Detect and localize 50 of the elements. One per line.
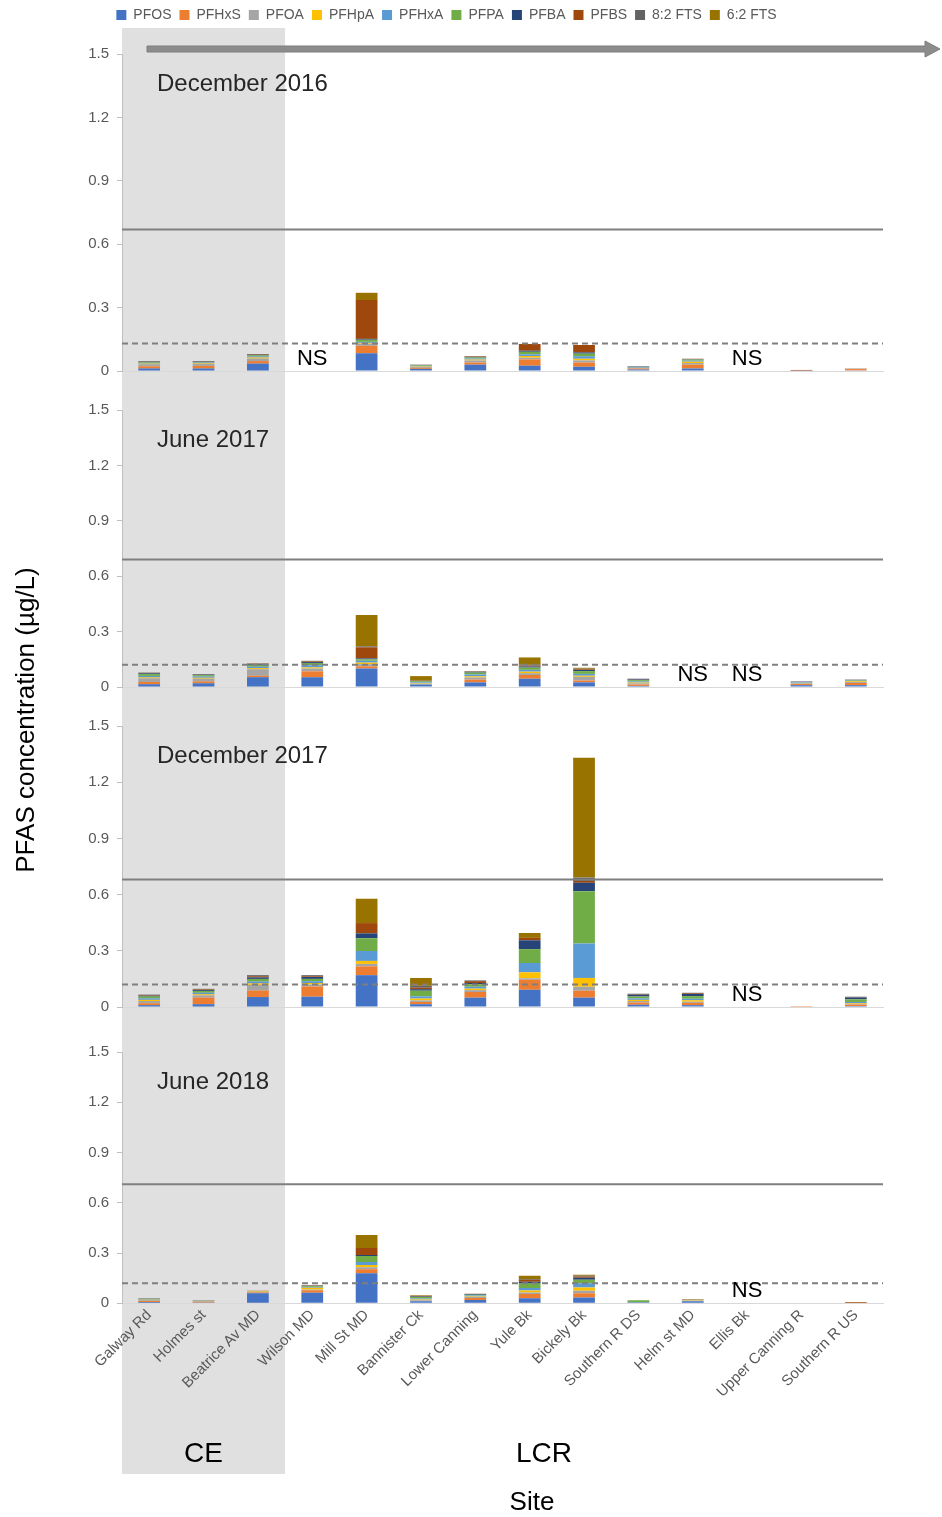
legend-label: PFOA <box>265 5 305 22</box>
y-axis-title: PFAS concentration (µg/L) <box>9 567 41 873</box>
y-tick-label: 0.3 <box>88 297 109 315</box>
y-tick-label: 0.3 <box>88 621 109 639</box>
annotation: NS <box>296 345 328 371</box>
annotation: NS <box>731 345 763 371</box>
y-tick-label: 0.9 <box>88 170 109 188</box>
legend-label: PFBS <box>590 5 628 22</box>
legend-label: PFHxS <box>196 5 241 22</box>
text: June 2017 <box>157 424 270 452</box>
annotation: NS <box>677 661 709 687</box>
annotation: NS <box>731 981 763 1007</box>
y-tick-label: 0.6 <box>88 1192 109 1210</box>
legend-label: PFPA <box>468 5 505 22</box>
legend-label: 8:2 FTS <box>652 5 702 22</box>
text: June 2018 <box>157 1066 270 1094</box>
legend-label: PFOS <box>133 5 172 22</box>
y-tick-label: 1.2 <box>88 1092 109 1110</box>
y-tick-label: 1.5 <box>88 716 109 734</box>
y-tick-label: 0.6 <box>88 884 109 902</box>
x-axis-title: Site <box>509 1486 555 1517</box>
y-tick-label: 0.9 <box>88 510 109 528</box>
y-tick-label: 0 <box>100 677 109 695</box>
band-label: CE <box>184 1436 223 1468</box>
legend-label: PFBA <box>528 5 567 22</box>
y-tick-label: 0 <box>100 997 109 1015</box>
y-tick-label: 0.3 <box>88 940 109 958</box>
y-tick-label: 0.6 <box>88 234 109 252</box>
legend-label: PFHxA <box>399 5 445 22</box>
y-tick-label: 0.9 <box>88 828 109 846</box>
text: December 2016 <box>157 68 328 96</box>
x-tick-label: Ellis Bk <box>705 1305 753 1353</box>
y-tick-label: 1.5 <box>88 1042 109 1060</box>
y-tick-label: 0.3 <box>88 1243 109 1261</box>
text: LCR <box>516 1436 573 1468</box>
text: December 2017 <box>157 740 328 768</box>
annotation: NS <box>731 1277 763 1303</box>
annotation: NS <box>731 661 763 687</box>
y-tick-label: 0.9 <box>88 1142 109 1160</box>
legend-label: 6:2 FTS <box>726 5 777 22</box>
y-tick-label: 1.5 <box>88 400 109 418</box>
y-tick-label: 0 <box>100 361 109 379</box>
legend-label: PFHpA <box>328 5 375 22</box>
y-tick-label: 0.6 <box>88 566 109 584</box>
y-tick-label: 1.2 <box>88 772 109 790</box>
y-tick-label: 1.2 <box>88 455 109 473</box>
y-tick-label: 0 <box>100 1293 109 1311</box>
y-tick-label: 1.2 <box>88 107 109 125</box>
x-tick-label: Yule Bk <box>486 1305 536 1354</box>
y-tick-label: 1.5 <box>88 44 109 62</box>
